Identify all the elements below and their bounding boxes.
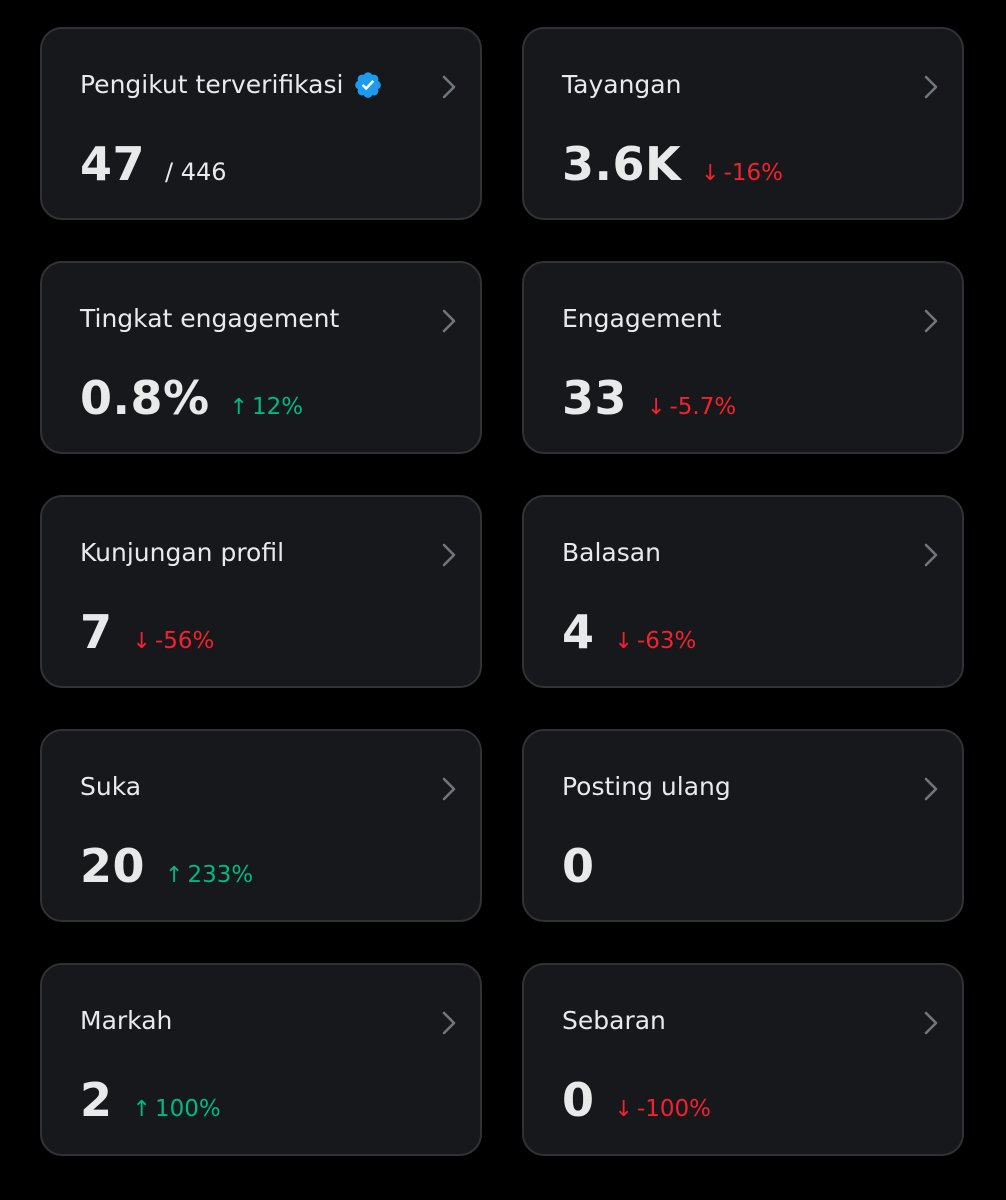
verified-badge-icon	[355, 72, 382, 98]
change-indicator: ↓ -16%	[701, 160, 783, 186]
card-title-wrapper: Markah	[80, 1005, 172, 1037]
metric-card-impressions[interactable]: Tayangan 3.6K ↓ -16%	[522, 27, 964, 220]
metric-card-reposts[interactable]: Posting ulang 0	[522, 729, 964, 922]
metric-value: 4	[562, 605, 595, 659]
arrow-up-icon: ↑	[132, 1097, 151, 1122]
card-title: Balasan	[562, 538, 661, 567]
chevron-right-icon	[924, 309, 938, 333]
value-row: 3.6K ↓ -16%	[562, 137, 783, 191]
change-indicator: ↓ -100%	[615, 1096, 712, 1122]
change-value: -56%	[154, 628, 215, 654]
change-value: -63%	[636, 628, 697, 654]
metric-value: 0.8%	[80, 371, 210, 425]
value-row: 33 ↓ -5.7%	[562, 371, 736, 425]
arrow-down-icon: ↓	[701, 161, 720, 186]
change-value: 233%	[187, 862, 254, 888]
metric-value: 0	[562, 839, 595, 893]
arrow-down-icon: ↓	[614, 1097, 633, 1122]
card-title: Tayangan	[562, 70, 682, 99]
chevron-right-icon	[924, 75, 938, 99]
change-value: 100%	[154, 1096, 221, 1122]
card-title-wrapper: Sebaran	[562, 1005, 666, 1037]
card-title-wrapper: Balasan	[562, 537, 661, 569]
metric-value: 20	[80, 839, 146, 893]
card-title: Sebaran	[562, 1006, 666, 1035]
chevron-right-icon	[442, 75, 456, 99]
card-title-wrapper: Suka	[80, 771, 141, 803]
metric-total: / 446	[165, 158, 227, 186]
metric-card-bookmarks[interactable]: Markah 2 ↑ 100%	[40, 963, 482, 1156]
value-row: 0.8% ↑ 12%	[80, 371, 303, 425]
metric-value: 7	[80, 605, 113, 659]
change-indicator: ↑ 100%	[133, 1096, 221, 1122]
metric-card-engagement[interactable]: Engagement 33 ↓ -5.7%	[522, 261, 964, 454]
card-title: Tingkat engagement	[80, 304, 340, 333]
chevron-right-icon	[442, 543, 456, 567]
card-title-wrapper: Tayangan	[562, 69, 681, 101]
chevron-right-icon	[924, 1011, 938, 1035]
metric-card-likes[interactable]: Suka 20 ↑ 233%	[40, 729, 482, 922]
arrow-up-icon: ↑	[165, 863, 184, 888]
metric-value: 0	[562, 1073, 595, 1127]
value-row: 47 / 446	[80, 137, 227, 191]
value-row: 0	[562, 839, 595, 893]
card-title-wrapper: Tingkat engagement	[80, 303, 339, 335]
card-title-wrapper: Posting ulang	[562, 771, 731, 803]
change-value: -5.7%	[669, 394, 737, 420]
value-row: 4 ↓ -63%	[562, 605, 696, 659]
metric-value: 33	[562, 371, 628, 425]
change-indicator: ↓ -5.7%	[647, 394, 736, 420]
metric-value: 47	[80, 137, 146, 191]
metric-value: 2	[80, 1073, 113, 1127]
value-row: 20 ↑ 233%	[80, 839, 253, 893]
card-title-wrapper: Engagement	[562, 303, 721, 335]
change-indicator: ↓ -56%	[133, 628, 215, 654]
card-title: Kunjungan profil	[80, 538, 285, 567]
metric-card-shares[interactable]: Sebaran 0 ↓ -100%	[522, 963, 964, 1156]
card-title-wrapper: Pengikut terverifikasi	[80, 69, 383, 101]
chevron-right-icon	[442, 309, 456, 333]
metric-card-profile-visits[interactable]: Kunjungan profil 7 ↓ -56%	[40, 495, 482, 688]
chevron-right-icon	[442, 1011, 456, 1035]
card-title-wrapper: Kunjungan profil	[80, 537, 284, 569]
arrow-down-icon: ↓	[647, 395, 666, 420]
metric-card-replies[interactable]: Balasan 4 ↓ -63%	[522, 495, 964, 688]
change-value: 12%	[252, 394, 304, 420]
card-title: Markah	[80, 1006, 173, 1035]
card-title: Suka	[80, 772, 142, 801]
change-value: -100%	[636, 1096, 712, 1122]
value-row: 7 ↓ -56%	[80, 605, 214, 659]
card-title: Posting ulang	[562, 772, 731, 801]
chevron-right-icon	[924, 543, 938, 567]
change-indicator: ↓ -63%	[615, 628, 697, 654]
chevron-right-icon	[442, 777, 456, 801]
value-row: 2 ↑ 100%	[80, 1073, 221, 1127]
arrow-down-icon: ↓	[132, 629, 151, 654]
change-indicator: ↑ 12%	[230, 394, 304, 420]
change-indicator: ↑ 233%	[165, 862, 253, 888]
metric-card-verified-followers[interactable]: Pengikut terverifikasi 47 / 446	[40, 27, 482, 220]
metric-value: 3.6K	[562, 137, 682, 191]
change-value: -16%	[723, 160, 783, 186]
chevron-right-icon	[924, 777, 938, 801]
card-title: Pengikut terverifikasi	[80, 70, 344, 99]
arrow-up-icon: ↑	[229, 395, 249, 420]
card-title: Engagement	[562, 304, 722, 333]
metric-card-engagement-rate[interactable]: Tingkat engagement 0.8% ↑ 12%	[40, 261, 482, 454]
arrow-down-icon: ↓	[614, 629, 633, 654]
value-row: 0 ↓ -100%	[562, 1073, 711, 1127]
